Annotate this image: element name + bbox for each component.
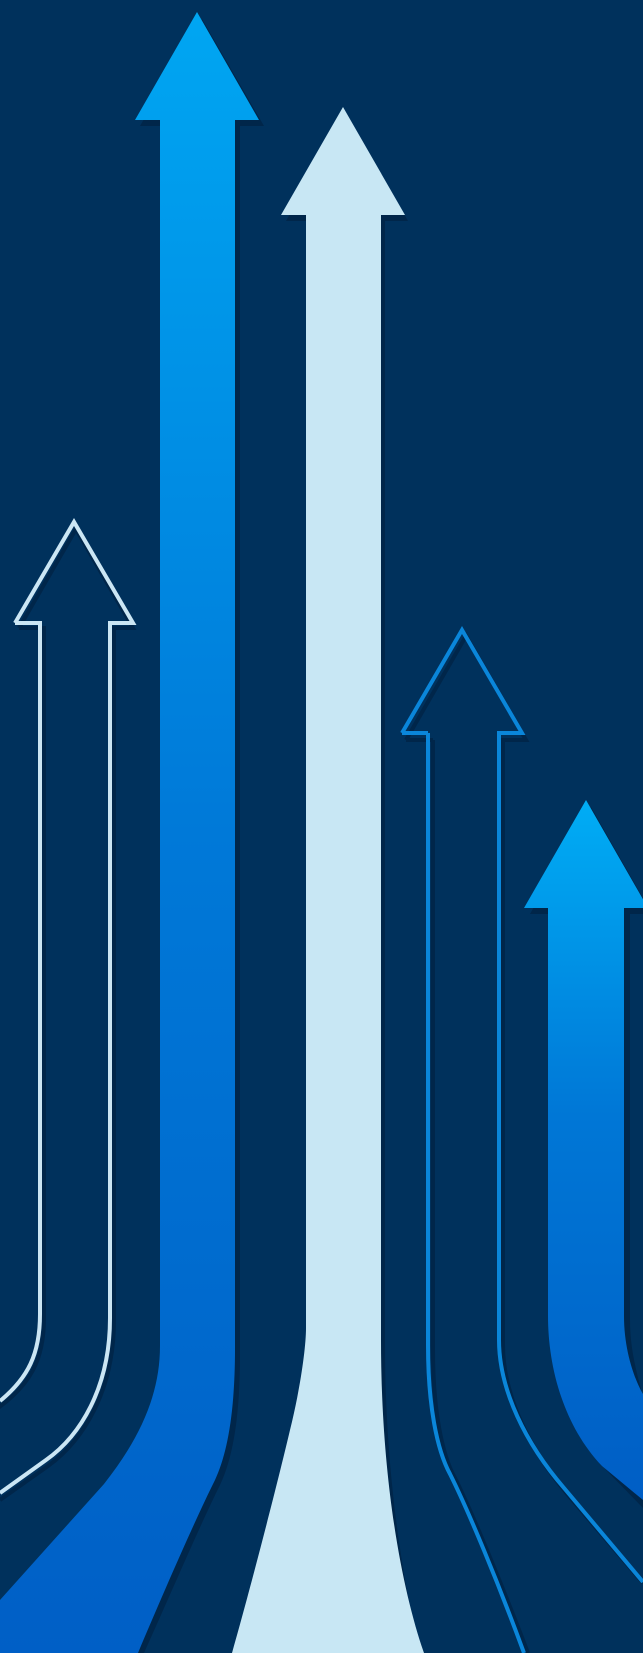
pale-solid-arrow xyxy=(232,107,424,1653)
outline-blue-arrow xyxy=(400,626,643,1653)
gradient-right-arrow xyxy=(524,800,643,1508)
gradient-tall-arrow xyxy=(0,12,264,1653)
outline-light-arrow xyxy=(0,518,137,1502)
